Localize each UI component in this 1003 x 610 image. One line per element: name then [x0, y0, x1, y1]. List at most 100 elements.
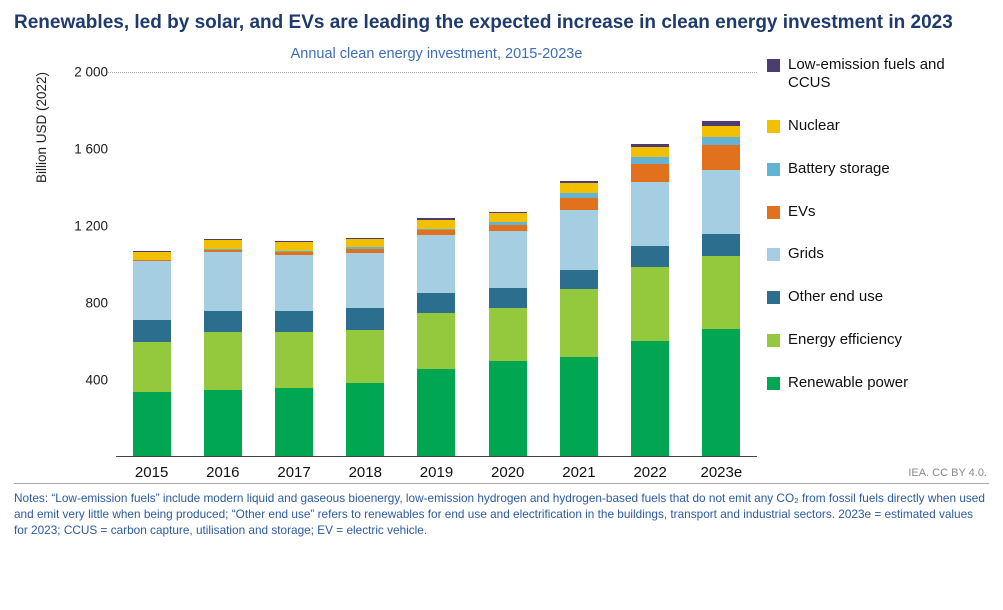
- segment-renewable-power-2021: [559, 357, 598, 456]
- bar-cell-2019: [401, 72, 472, 456]
- segment-grids-2017: [275, 254, 314, 312]
- y-tick-1200: 1 200: [74, 218, 108, 234]
- segment-grids-2016: [203, 251, 242, 312]
- legend-label-evs: EVs: [788, 202, 816, 220]
- bar-2023e: [702, 120, 741, 456]
- legend-item-nuclear: Nuclear: [767, 117, 989, 136]
- segment-other-end-use-2022: [631, 245, 670, 267]
- bar-cell-2018: [330, 72, 401, 456]
- x-tick-2015: 2015: [134, 463, 169, 481]
- segment-nuclear-2018: [346, 238, 385, 248]
- segment-energy-efficiency-2023e: [702, 256, 741, 329]
- segment-grids-2020: [488, 231, 527, 289]
- legend-item-low-emission-fuels-and-ccus: Low-emission fuels and CCUS: [767, 56, 989, 94]
- segment-grids-2022: [631, 182, 670, 246]
- bar-2015: [132, 251, 171, 456]
- legend-swatch-battery-storage: [767, 162, 780, 176]
- legend-label-grids: Grids: [788, 245, 824, 263]
- segment-renewable-power-2019: [417, 369, 456, 456]
- segment-evs-2019: [417, 230, 456, 236]
- legend-swatch-renewable-power: [767, 376, 780, 390]
- plot-area: [108, 71, 757, 457]
- segment-nuclear-2020: [488, 213, 527, 222]
- legend-label-energy-efficiency: Energy efficiency: [788, 330, 902, 348]
- segment-evs-2022: [631, 164, 670, 183]
- x-axis-labels: 2015 2016 2017 2018 2019 2020 2021 2022 2023e: [116, 464, 757, 481]
- y-tick-400: 400: [85, 372, 108, 388]
- segment-renewable-power-2022: [631, 341, 670, 456]
- chart-area: Annual clean energy investment, 2015-202…: [32, 45, 757, 481]
- bar-cell-2016: [187, 72, 258, 456]
- legend-label-battery-storage: Battery storage: [788, 159, 890, 177]
- segment-battery-storage-2022: [631, 157, 670, 165]
- bar-cell-2023e: [686, 72, 757, 456]
- bar-2017: [275, 241, 314, 456]
- segment-battery-storage-2016: [203, 248, 242, 250]
- legend-item-energy-efficiency: Energy efficiency: [767, 331, 989, 350]
- segment-nuclear-2021: [559, 183, 598, 193]
- legend-label-low-emission-fuels-and-ccus: Low-emission fuels and CCUS: [788, 55, 945, 92]
- notes: Notes: “Low-emission fuels” include mode…: [14, 482, 989, 539]
- segment-nuclear-2023e: [702, 125, 741, 138]
- x-tick-2017: 2017: [277, 463, 311, 481]
- segment-other-end-use-2019: [417, 293, 456, 314]
- y-axis-label: Billion USD (2022): [34, 71, 49, 183]
- segment-renewable-power-2020: [488, 361, 527, 456]
- segment-grids-2023e: [702, 169, 741, 235]
- segment-battery-storage-2018: [346, 247, 385, 249]
- gridline-2000: [108, 71, 757, 73]
- chart-region: Annual clean energy investment, 2015-202…: [14, 45, 989, 481]
- segment-energy-efficiency-2017: [275, 332, 314, 389]
- page-title: Renewables, led by solar, and EVs are le…: [14, 12, 953, 33]
- chart-title: Annual clean energy investment, 2015-202…: [290, 45, 583, 62]
- segment-battery-storage-2021: [559, 192, 598, 198]
- segment-renewable-power-2023e: [702, 328, 741, 456]
- y-tick-1600: 1 600: [74, 141, 108, 157]
- segment-other-end-use-2016: [203, 311, 242, 333]
- bar-cell-2015: [116, 72, 187, 456]
- y-axis-ticks: 400 800 1 200 1 600 2 000: [58, 64, 116, 457]
- segment-nuclear-2017: [275, 242, 314, 251]
- segment-battery-storage-2015: [132, 259, 171, 261]
- x-tick-2021: 2021: [562, 463, 596, 481]
- segment-renewable-power-2016: [203, 390, 242, 456]
- legend: Low-emission fuels and CCUS Nuclear Batter…: [757, 46, 989, 457]
- segment-other-end-use-2021: [559, 269, 598, 290]
- segment-other-end-use-2017: [275, 311, 314, 333]
- segment-low-emission-fuels-and-ccus-2022: [631, 143, 670, 147]
- legend-label-nuclear: Nuclear: [788, 117, 840, 135]
- segment-grids-2018: [346, 252, 385, 309]
- bars-container: [116, 72, 757, 456]
- segment-low-emission-fuels-and-ccus-2015: [132, 251, 171, 253]
- legend-swatch-evs: [767, 205, 780, 219]
- bar-2020: [488, 211, 527, 456]
- x-tick-2023e: 2023e: [700, 463, 743, 481]
- segment-energy-efficiency-2021: [559, 289, 598, 358]
- segment-renewable-power-2018: [346, 382, 385, 456]
- segment-grids-2019: [417, 235, 456, 293]
- segment-evs-2023e: [702, 144, 741, 170]
- segment-nuclear-2022: [631, 146, 670, 158]
- x-tick-2019: 2019: [419, 463, 454, 481]
- legend-item-battery-storage: Battery storage: [767, 160, 989, 179]
- segment-grids-2015: [132, 261, 171, 320]
- segment-evs-2016: [203, 249, 242, 252]
- legend-swatch-low-emission-fuels-and-ccus: [767, 58, 780, 72]
- segment-evs-2020: [488, 224, 527, 232]
- attribution: IEA. CC BY 4.0.: [908, 466, 987, 479]
- bar-2021: [559, 180, 598, 456]
- segment-energy-efficiency-2022: [631, 267, 670, 342]
- y-axis-label-column: Billion USD (2022): [32, 72, 58, 457]
- bar-cell-2022: [615, 72, 686, 456]
- segment-nuclear-2016: [203, 240, 242, 249]
- segment-nuclear-2015: [132, 252, 171, 260]
- legend-swatch-energy-efficiency: [767, 333, 780, 347]
- segment-evs-2015: [132, 260, 171, 262]
- segment-evs-2018: [346, 248, 385, 253]
- segment-battery-storage-2023e: [702, 137, 741, 145]
- legend-label-other-end-use: Other end use: [788, 288, 884, 306]
- segment-grids-2021: [559, 210, 598, 270]
- x-tick-2018: 2018: [348, 463, 382, 481]
- segment-low-emission-fuels-and-ccus-2017: [275, 241, 314, 243]
